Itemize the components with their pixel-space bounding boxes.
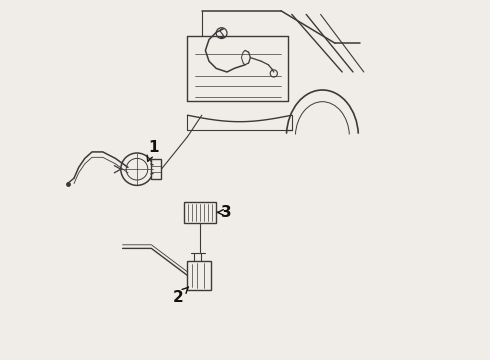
Text: 3: 3 (218, 205, 232, 220)
Bar (151, 159, 162, 179)
Text: 1: 1 (147, 140, 158, 161)
Bar (184, 202, 216, 223)
Text: 2: 2 (173, 287, 189, 305)
Bar (187, 261, 211, 290)
